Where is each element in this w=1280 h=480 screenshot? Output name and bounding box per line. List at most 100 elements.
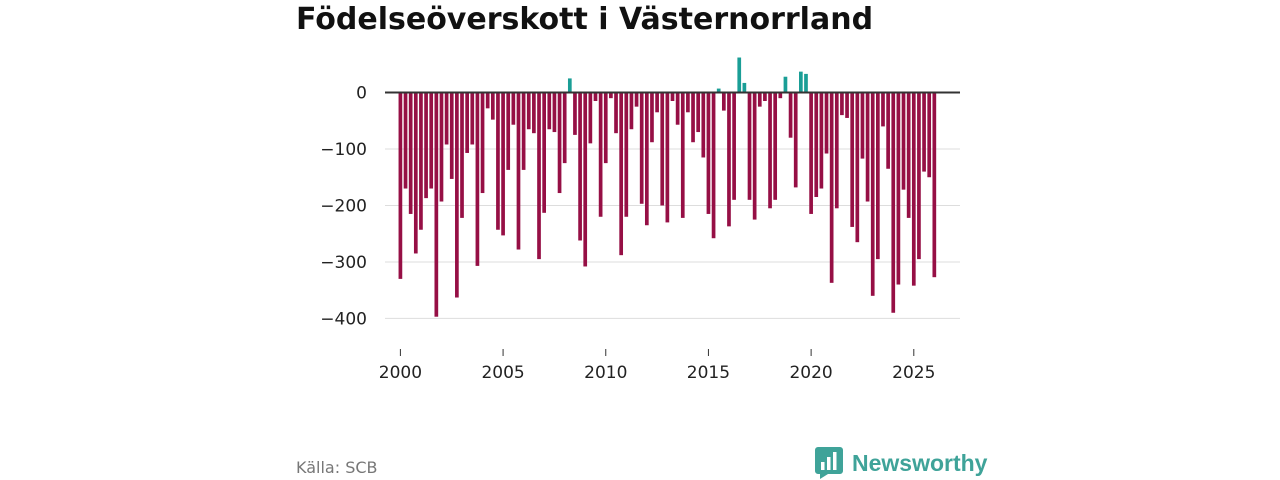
bar — [603, 92, 608, 164]
bar — [465, 92, 469, 153]
bar — [701, 92, 706, 158]
bar — [634, 92, 639, 107]
bar — [455, 92, 459, 298]
y-tick-label: −400 — [320, 309, 367, 329]
x-tick-label: 2005 — [481, 363, 524, 383]
bar — [644, 92, 649, 226]
bar — [752, 92, 757, 220]
x-tick-label: 2000 — [379, 363, 422, 383]
bar — [763, 92, 767, 101]
bar — [526, 92, 531, 130]
bar — [506, 92, 511, 170]
bar — [532, 92, 536, 134]
bar — [845, 92, 849, 118]
bar — [557, 92, 562, 194]
bar — [686, 92, 690, 113]
bar — [434, 92, 439, 317]
x-tick-label: 2015 — [687, 363, 730, 383]
bar — [398, 92, 403, 279]
bar — [793, 92, 798, 188]
chart-title: Födelseöverskott i Västernorrland — [296, 2, 874, 37]
bar — [727, 92, 731, 227]
bar — [870, 92, 875, 296]
bar — [855, 92, 860, 243]
bar — [706, 92, 711, 214]
y-tick-label: −100 — [320, 140, 367, 160]
bar — [824, 92, 829, 154]
bar — [829, 92, 834, 283]
bar — [650, 92, 654, 143]
bar — [480, 92, 485, 194]
bar — [460, 92, 464, 218]
bar — [521, 92, 526, 170]
bar — [773, 92, 778, 200]
x-tick-label: 2010 — [584, 363, 627, 383]
bar — [819, 92, 824, 189]
bar — [917, 92, 921, 260]
bar — [501, 92, 505, 236]
bar — [583, 92, 588, 267]
bar — [588, 92, 593, 144]
source-label: Källa: SCB — [296, 458, 378, 477]
bar — [516, 92, 521, 250]
bar — [552, 92, 557, 133]
bar — [696, 92, 701, 133]
bar — [537, 92, 541, 260]
bar — [906, 92, 911, 218]
bar — [901, 92, 906, 190]
bar — [691, 92, 695, 143]
bar — [639, 92, 644, 204]
bar — [408, 92, 413, 214]
bar — [747, 92, 752, 200]
bar — [732, 92, 736, 200]
bar — [419, 92, 423, 230]
bar — [932, 92, 937, 278]
bar — [804, 73, 808, 93]
brand-logo[interactable]: Newsworthy — [815, 447, 987, 479]
bar — [547, 92, 552, 130]
y-tick-label: 0 — [356, 84, 367, 104]
bar — [922, 92, 926, 172]
bar — [619, 92, 624, 256]
bar — [573, 92, 577, 135]
bar — [711, 92, 716, 239]
bar — [614, 92, 618, 134]
bar — [721, 92, 726, 111]
bar — [424, 92, 428, 199]
bar — [675, 92, 680, 125]
bar — [742, 82, 747, 93]
bar — [609, 92, 613, 99]
bar — [768, 92, 772, 209]
x-tick-label: 2020 — [789, 363, 832, 383]
bar — [485, 92, 490, 109]
bar — [429, 92, 434, 189]
bar — [567, 78, 572, 93]
bar — [439, 92, 444, 202]
bar — [542, 92, 546, 213]
bar-chart: 0−100−200−300−400 2000 2005 2010 2015 2020 20… — [320, 57, 960, 383]
x-tick-label: 2025 — [892, 363, 935, 383]
bar — [655, 92, 659, 113]
bar — [783, 76, 788, 93]
bar — [490, 92, 495, 120]
bar — [496, 92, 500, 230]
bar — [660, 92, 665, 206]
x-axis-ticks: 2000 2005 2010 2015 2020 2025 — [379, 349, 935, 383]
bar — [886, 92, 890, 169]
bar — [670, 92, 675, 101]
bar — [809, 92, 813, 214]
y-tick-label: −300 — [320, 253, 367, 273]
bar — [511, 92, 516, 125]
bar — [470, 92, 475, 145]
bar — [799, 71, 803, 93]
bar — [665, 92, 670, 223]
bar — [850, 92, 855, 227]
bar — [865, 92, 870, 202]
bar — [876, 92, 880, 260]
bar — [598, 92, 603, 217]
bar — [737, 57, 742, 93]
bar — [629, 92, 634, 130]
bar — [757, 92, 762, 107]
bar — [840, 92, 844, 116]
bar — [413, 92, 418, 254]
